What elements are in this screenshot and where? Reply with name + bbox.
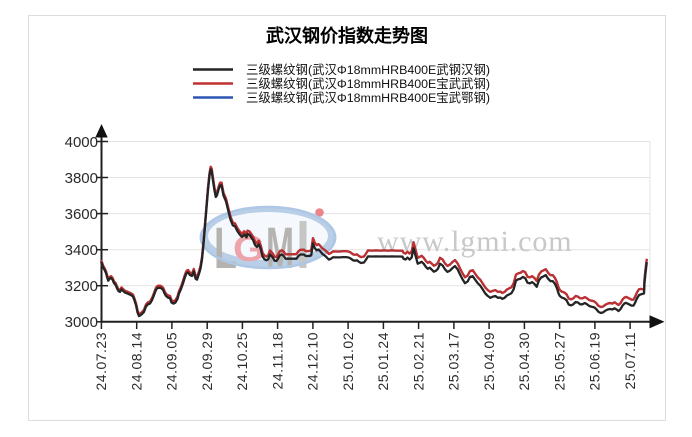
svg-text:24.08.14: 24.08.14 [129,332,145,391]
svg-text:25.01.02: 25.01.02 [340,332,356,391]
svg-text:3400: 3400 [65,242,98,259]
svg-text:25.05.27: 25.05.27 [551,332,567,391]
svg-text:25.04.09: 25.04.09 [481,332,497,391]
svg-text:25.07.11: 25.07.11 [622,332,638,389]
svg-text:25.01.24: 25.01.24 [375,332,391,391]
svg-text:25.02.21: 25.02.21 [410,332,426,391]
svg-text:25.04.30: 25.04.30 [516,332,532,391]
svg-text:25.06.19: 25.06.19 [587,332,603,391]
svg-text:25.03.17: 25.03.17 [446,332,462,391]
svg-text:24.09.05: 24.09.05 [164,332,180,391]
svg-text:M: M [266,216,294,281]
svg-text:24.12.10: 24.12.10 [305,332,321,391]
svg-text:L: L [214,216,237,281]
svg-text:3200: 3200 [65,278,98,295]
svg-text:三级螺纹钢(武汉Φ18mmHRB400E宝武武钢): 三级螺纹钢(武汉Φ18mmHRB400E宝武武钢) [246,77,490,91]
svg-text:4000: 4000 [65,134,98,151]
svg-text:3600: 3600 [65,206,98,223]
svg-text:3000: 3000 [65,314,98,331]
svg-text:24.10.25: 24.10.25 [234,332,250,391]
svg-text:3800: 3800 [65,170,98,187]
svg-text:三级螺纹钢(武汉Φ18mmHRB400E武钢汉钢): 三级螺纹钢(武汉Φ18mmHRB400E武钢汉钢) [246,63,490,77]
svg-text:武汉钢价指数走势图: 武汉钢价指数走势图 [266,25,428,46]
svg-text:24.11.18: 24.11.18 [269,332,285,389]
svg-text:三级螺纹钢(武汉Φ18mmHRB400E宝武鄂钢): 三级螺纹钢(武汉Φ18mmHRB400E宝武鄂钢) [246,91,490,105]
svg-text:24.09.29: 24.09.29 [199,332,215,391]
svg-text:24.07.23: 24.07.23 [93,332,109,391]
